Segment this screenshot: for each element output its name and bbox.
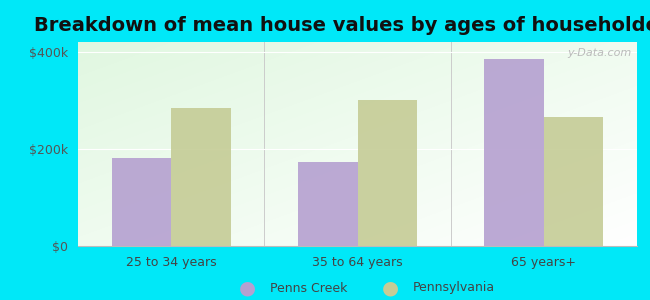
Text: y-Data.com: y-Data.com [567, 48, 631, 58]
Text: Pennsylvania: Pennsylvania [413, 281, 495, 295]
Title: Breakdown of mean house values by ages of householders: Breakdown of mean house values by ages o… [34, 16, 650, 35]
Text: Penns Creek: Penns Creek [270, 281, 347, 295]
Bar [358, 100, 417, 246]
Text: ●: ● [382, 278, 398, 298]
Bar [112, 158, 171, 246]
Bar [484, 59, 544, 246]
Bar [544, 117, 603, 246]
Bar [298, 162, 358, 246]
Bar [171, 108, 231, 246]
Text: ●: ● [239, 278, 255, 298]
